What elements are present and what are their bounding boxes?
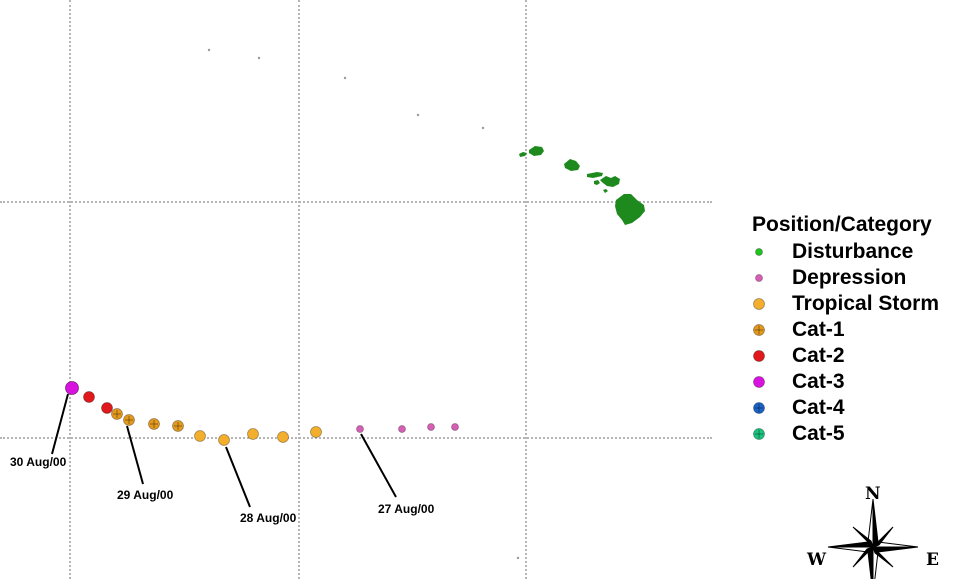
legend-marker-icon — [755, 274, 763, 282]
track-point-depression — [427, 423, 435, 431]
track-point-legend — [755, 274, 763, 282]
compass-north-label: N — [865, 484, 881, 504]
kauai-island — [529, 146, 544, 156]
pointer-line-28-aug — [225, 446, 251, 508]
track-point-cat1 — [148, 418, 160, 430]
legend-marker-icon — [753, 298, 765, 310]
track-point-legend — [753, 428, 765, 440]
northwestern-islets — [207, 48, 520, 560]
pointer-line-29-aug — [126, 425, 144, 485]
track-point-cat1 — [172, 420, 184, 432]
legend-marker-icon — [753, 428, 765, 440]
track-point-cat1 — [123, 414, 135, 426]
meridian-line — [69, 0, 71, 579]
legend-item: Disturbance — [752, 239, 932, 265]
islet — [481, 126, 485, 130]
legend-label: Depression — [792, 266, 907, 289]
track-point-cat2 — [83, 391, 95, 403]
legend-marker-icon — [753, 376, 765, 388]
track-point-legend — [753, 376, 765, 388]
hawaii-big-island — [615, 194, 645, 225]
meridian-line — [298, 0, 300, 579]
islet — [207, 48, 211, 52]
track-point-tropical_storm — [310, 426, 322, 438]
legend-marker-icon — [753, 402, 765, 414]
compass-west-label: W — [807, 550, 827, 570]
parallel-line — [0, 201, 712, 203]
track-point-tropical_storm — [247, 428, 259, 440]
track-point-tropical_storm — [218, 434, 230, 446]
legend-marker-icon — [753, 324, 765, 336]
legend: Position/Category Disturbance Depression T… — [752, 213, 939, 447]
compass-rose-icon — [827, 498, 919, 584]
legend-item: Depression — [752, 265, 932, 291]
oahu-island — [564, 159, 580, 171]
storm-track — [65, 381, 459, 446]
track-point-cat2 — [101, 402, 113, 414]
track-point-cat1 — [111, 408, 123, 420]
legend-item: Cat-3 — [752, 369, 932, 395]
islet — [516, 556, 520, 560]
track-point-legend — [753, 324, 765, 336]
track-point-depression — [356, 425, 364, 433]
islet — [257, 56, 261, 60]
track-point-legend — [753, 298, 765, 310]
legend-label: Cat-4 — [792, 396, 845, 419]
islet — [416, 113, 420, 117]
legend-label: Tropical Storm — [792, 292, 940, 315]
legend-label: Cat-3 — [792, 370, 845, 393]
maui-island — [600, 176, 620, 187]
track-point-depression — [451, 423, 459, 431]
molokai-island — [587, 172, 603, 178]
legend-label: Cat-2 — [792, 344, 845, 367]
niihau-island — [519, 152, 527, 157]
legend-label: Cat-1 — [792, 318, 845, 341]
track-point-tropical_storm — [194, 430, 206, 442]
islet — [343, 76, 347, 80]
lanai-island — [594, 180, 600, 185]
meridian-line — [525, 0, 527, 579]
date-label-27-aug: 27 Aug/00 — [378, 502, 435, 516]
legend-item: Tropical Storm — [752, 291, 939, 317]
legend-marker-icon — [755, 248, 763, 256]
legend-item: Cat-4 — [752, 395, 932, 421]
legend-label: Disturbance — [792, 240, 914, 263]
legend-items: Disturbance Depression Tropical Storm Cat-1… — [752, 239, 939, 447]
track-point-cat3 — [65, 381, 79, 395]
date-label-30-aug: 30 Aug/00 — [10, 455, 67, 469]
legend-item: Cat-5 — [752, 421, 932, 447]
legend-item: Cat-2 — [752, 343, 932, 369]
pointer-line-27-aug — [360, 433, 397, 498]
legend-title: Position/Category — [752, 213, 932, 236]
parallel-line — [0, 437, 712, 439]
track-point-tropical_storm — [277, 431, 289, 443]
date-label-29-aug: 29 Aug/00 — [117, 488, 174, 502]
track-point-legend — [753, 350, 765, 362]
kahoolawe-island — [603, 189, 608, 193]
hawaiian-islands — [519, 146, 645, 225]
track-point-legend — [755, 248, 763, 256]
legend-item: Cat-1 — [752, 317, 932, 343]
date-label-28-aug: 28 Aug/00 — [240, 511, 297, 525]
legend-label: Cat-5 — [792, 422, 845, 445]
compass-east-label: E — [926, 550, 939, 570]
pointer-line-30-aug — [51, 393, 69, 455]
legend-marker-icon — [753, 350, 765, 362]
track-point-legend — [753, 402, 765, 414]
compass-rose: N W E — [800, 484, 950, 584]
track-point-depression — [398, 425, 406, 433]
